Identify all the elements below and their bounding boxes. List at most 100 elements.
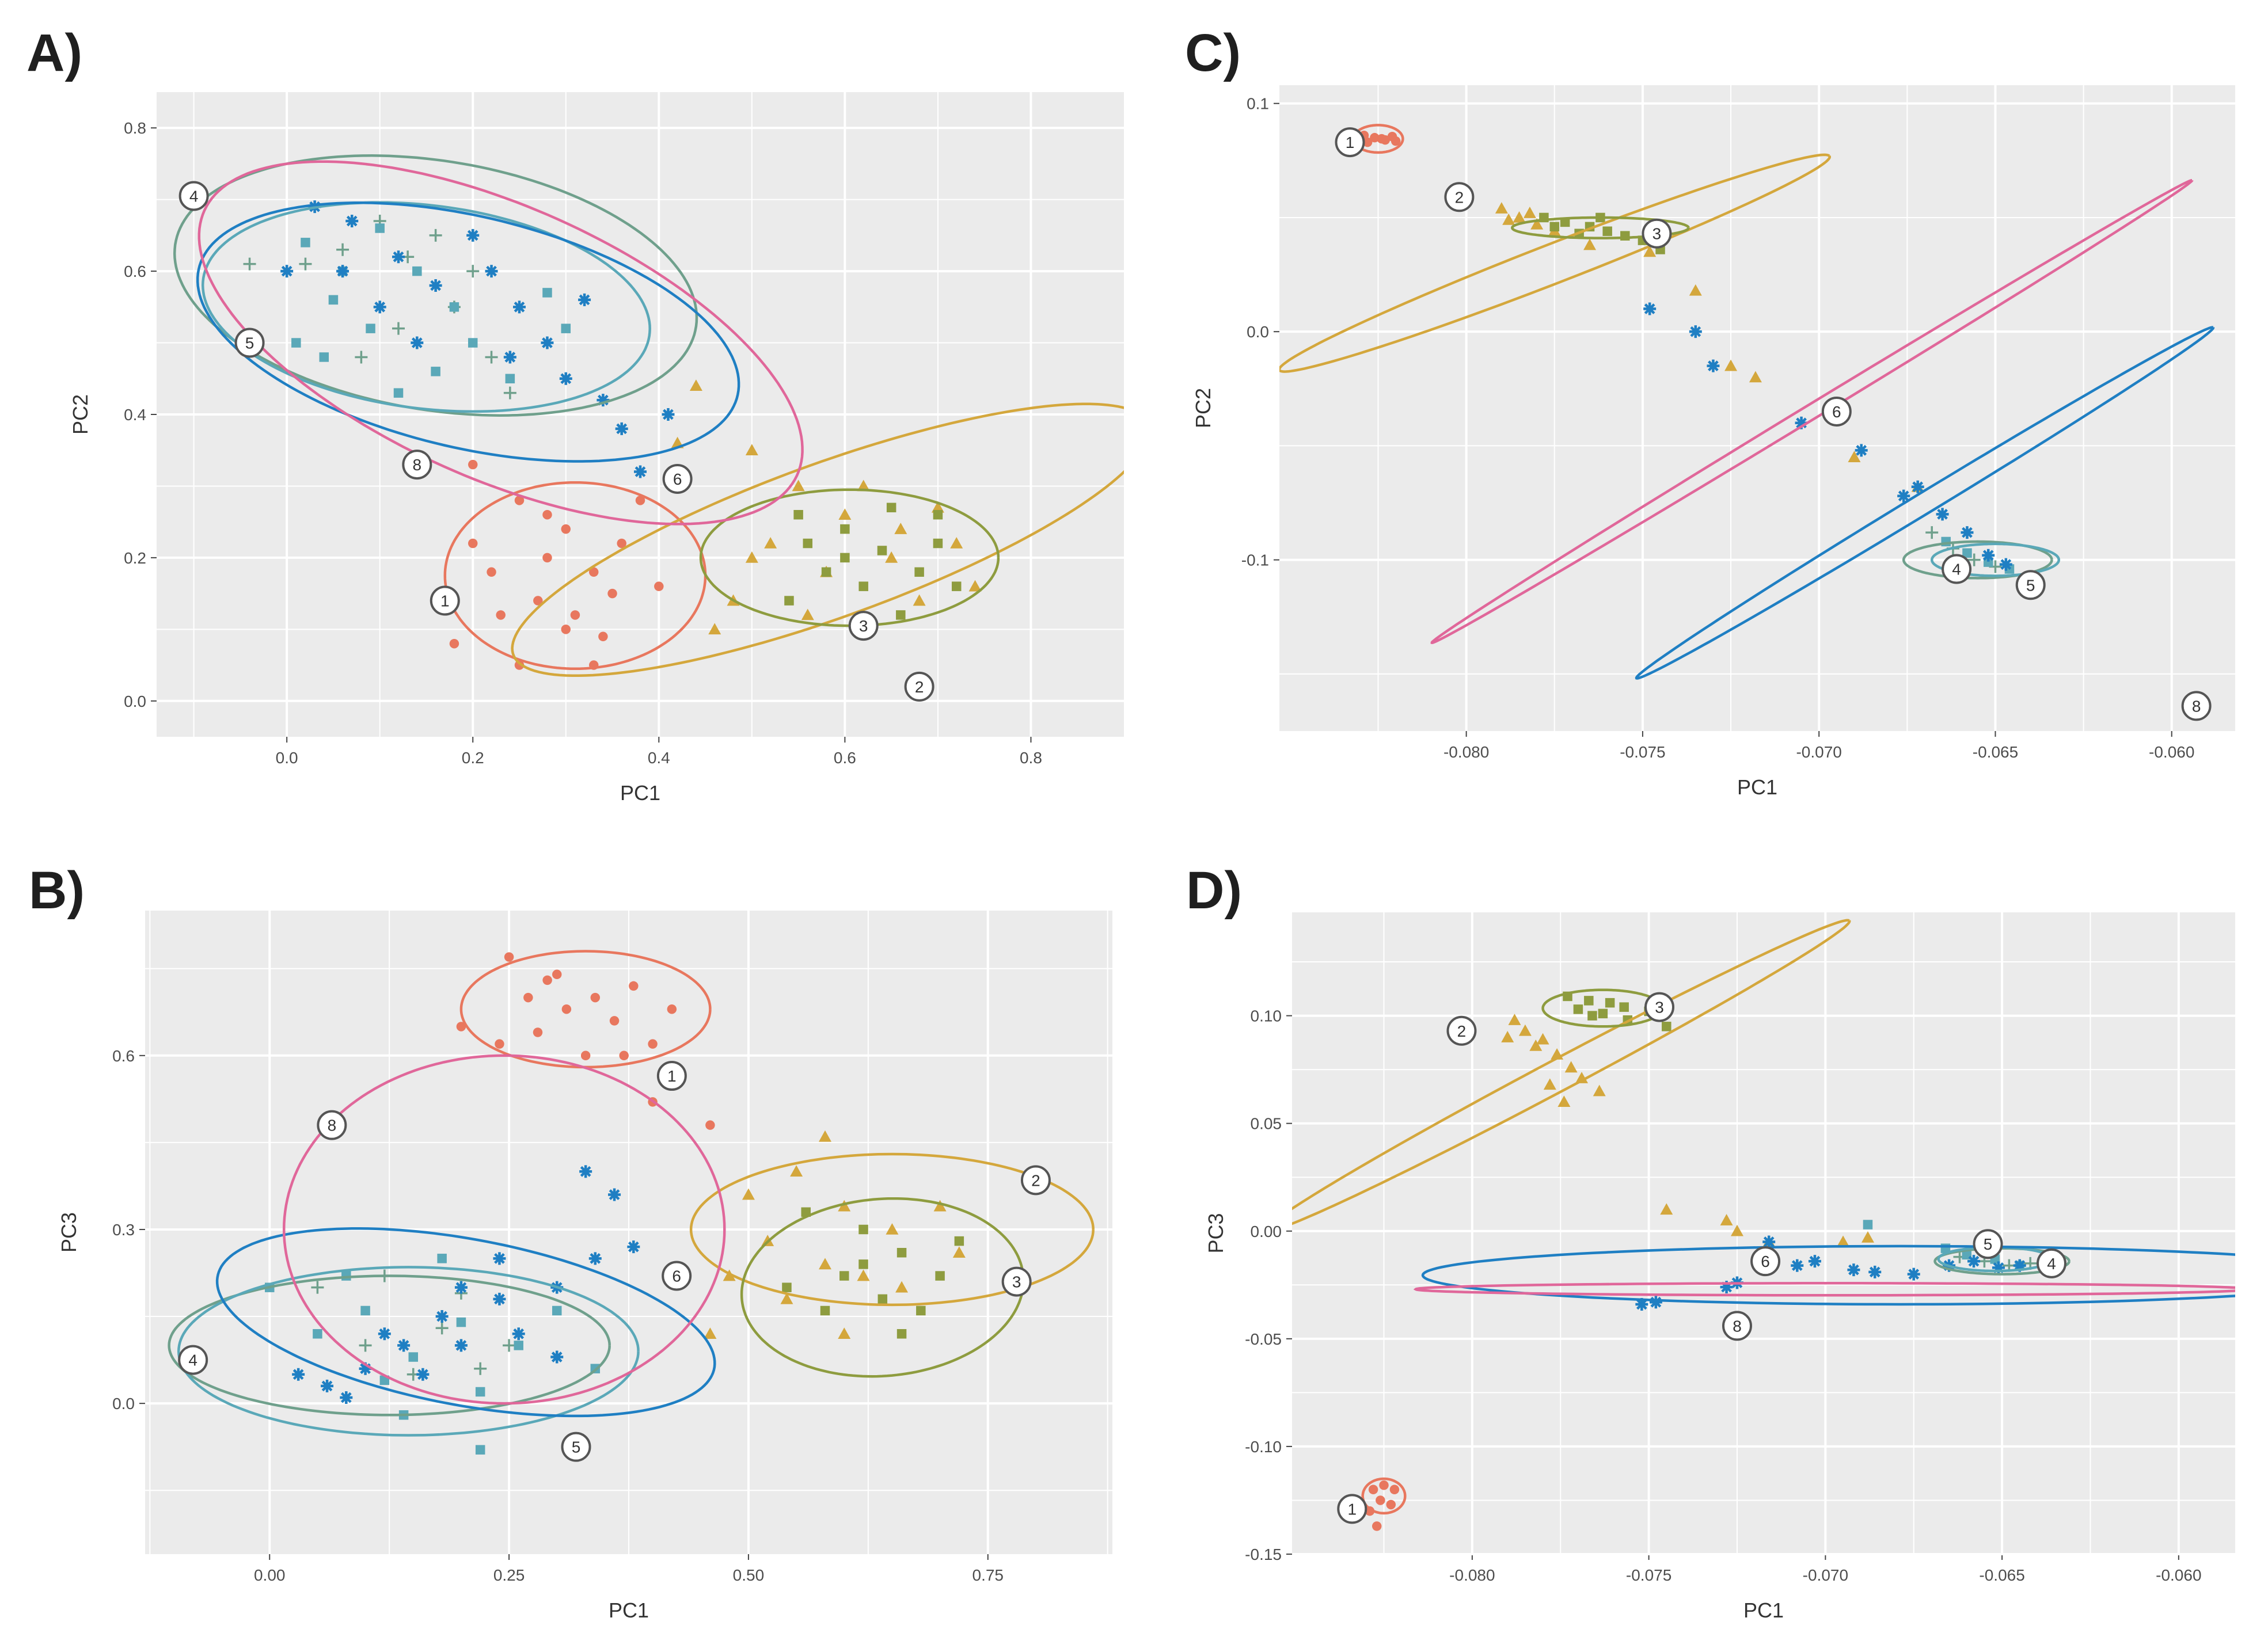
point-group-6: [2013, 1259, 2026, 1272]
x-tick-label: -0.065: [1973, 743, 2018, 761]
point-group-6: [1961, 526, 1974, 539]
point-group-5: [449, 302, 459, 312]
group-label-circle-6: [1750, 1246, 1781, 1277]
group-label-circle-4: [1942, 554, 1972, 584]
ellipse-group-1: [443, 481, 707, 671]
point-group-2: [838, 1200, 851, 1212]
y-tick-label: 0.0: [112, 1395, 135, 1413]
y-tick-label: 0.1: [1247, 95, 1269, 113]
panel-c: -0.080 -0.075 -0.070 -0.065 -0.060 -0.1 0.0 0.1…: [1191, 85, 2235, 799]
ellipse-group-6: [196, 201, 740, 463]
group-label-circle-8: [317, 1110, 347, 1140]
point-group-5: [514, 1341, 523, 1350]
point-group-2: [1583, 238, 1597, 250]
point-group-6: [1762, 1235, 1776, 1248]
point-group-3: [877, 546, 887, 555]
point-group-3: [820, 1305, 830, 1316]
group-label-5: 5: [245, 334, 254, 352]
x-axis-title: PC1: [1743, 1598, 1784, 1622]
point-group-2: [1523, 207, 1536, 218]
plot-area-b: [168, 950, 1095, 1455]
point-group-6: [340, 1391, 353, 1404]
point-group-1: [1387, 131, 1397, 142]
x-tick-label: 0.4: [648, 749, 670, 767]
point-group-2: [745, 551, 758, 563]
point-group-6: [1847, 1263, 1860, 1277]
point-group-2: [764, 537, 777, 549]
point-group-3: [1662, 1022, 1671, 1031]
group-label-circle-6: [662, 464, 693, 494]
group-label-3: 3: [1655, 999, 1664, 1017]
panel-label-c: C): [1185, 24, 1241, 82]
point-group-6: [435, 1310, 449, 1323]
y-tick-label: 0.05: [1251, 1115, 1282, 1133]
group-label-8: 8: [328, 1117, 337, 1135]
ellipse-group-5: [177, 1266, 640, 1437]
point-group-1: [1362, 137, 1373, 147]
group-label-8: 8: [1733, 1317, 1742, 1335]
point-group-6: [392, 250, 405, 264]
x-tick-label: -0.075: [1620, 743, 1665, 761]
point-group-1: [1368, 1484, 1378, 1495]
point-group-6: [608, 1188, 621, 1201]
point-group-2: [745, 444, 758, 456]
group-label-3: 3: [1652, 225, 1662, 243]
point-group-3: [933, 538, 943, 549]
group-label-circle-6: [1821, 396, 1852, 427]
group-label-circle-4: [178, 1345, 208, 1375]
point-group-2: [885, 551, 898, 563]
point-group-2: [723, 1269, 736, 1281]
point-group-1: [468, 459, 478, 470]
point-group-2: [801, 608, 814, 621]
point-group-3: [803, 538, 813, 549]
point-group-3: [914, 567, 924, 577]
panel-label-d: D): [1186, 861, 1243, 920]
x-tick-label: -0.070: [1796, 743, 1841, 761]
group-label-circle-5: [1973, 1229, 2003, 1259]
ellipse-group-8: [1413, 1282, 2235, 1297]
point-group-3: [954, 1236, 964, 1246]
group-label-circle-2: [904, 671, 934, 702]
point-group-6: [1992, 1261, 2005, 1274]
group-label-4: 4: [1952, 561, 1961, 578]
point-group-1: [533, 1027, 543, 1037]
group-label-circle-3: [1001, 1266, 1032, 1297]
point-group-2: [1508, 1014, 1521, 1025]
point-group-1: [561, 625, 571, 634]
point-group-2: [1724, 359, 1738, 371]
point-group-6: [1999, 558, 2012, 571]
point-group-2: [1495, 202, 1508, 214]
point-group-1: [648, 1039, 658, 1049]
group-label-circle-8: [2181, 691, 2212, 721]
point-group-2: [1501, 1031, 1514, 1042]
point-group-3: [933, 509, 943, 520]
group-label-4: 4: [188, 1352, 197, 1369]
group-label-1: 1: [667, 1067, 677, 1085]
point-group-1: [542, 553, 552, 563]
point-group-6: [1855, 444, 1868, 457]
point-group-6: [634, 465, 647, 478]
point-group-1: [667, 1004, 677, 1014]
point-group-4: [355, 351, 368, 364]
point-group-2: [1749, 371, 1762, 383]
y-tick-label: -0.1: [1241, 551, 1269, 569]
point-group-1: [617, 538, 626, 549]
point-group-3: [896, 1329, 907, 1339]
point-group-1: [561, 1004, 572, 1014]
point-group-6: [336, 265, 349, 278]
point-group-6: [359, 1362, 372, 1375]
group-label-5: 5: [572, 1438, 581, 1456]
x-tick-label: -0.075: [1626, 1566, 1671, 1584]
point-group-3: [793, 509, 803, 520]
group-label-circle-1: [1335, 127, 1365, 158]
point-group-5: [1962, 548, 1972, 558]
point-group-1: [542, 509, 552, 520]
point-group-6: [588, 1252, 602, 1265]
point-group-6: [1635, 1297, 1648, 1311]
x-tick-label: 0.25: [493, 1566, 525, 1584]
point-group-6: [597, 394, 610, 407]
point-group-1: [635, 496, 645, 505]
point-group-4: [311, 1281, 324, 1294]
group-label-4: 4: [189, 187, 199, 205]
point-group-3: [858, 1224, 868, 1235]
